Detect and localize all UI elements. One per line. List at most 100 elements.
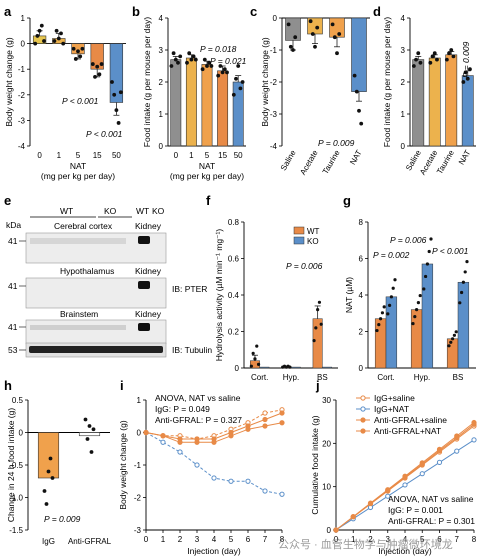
a-data-point [93,74,97,79]
j-legend-marker [360,395,366,401]
d-bar [445,54,458,147]
f-legend-swatch-wt [293,226,305,235]
f-x-tick-label: Hyp. [283,373,299,382]
blot-band-cortex-kidney [138,236,150,244]
h-annotation: P = 0.009 [44,514,81,524]
h-bar [78,432,101,437]
panel-letter-h: h [4,378,12,393]
j-legend-marker [360,406,366,412]
i-x-tick-label: 3 [195,535,200,544]
j-x-axis-label: Injection (day) [378,546,432,556]
d-data-point [449,48,454,52]
j-x-tick-label: 5 [420,535,425,544]
a-annotation: P < 0.001 [86,129,123,139]
a-y-axis-label: Body weight change (g) [4,37,14,126]
b-data-point [185,60,189,65]
g-data-point [449,340,453,344]
blot-ib-pter-label: IB: PTER [172,284,207,294]
panel-letter-g: g [343,193,351,208]
b-y-axis-label: Food intake (g per mouse per day) [142,17,152,148]
j-annotation: IgG: P = 0.001 [388,505,443,515]
a-bar [109,43,124,103]
b-data-point [216,73,221,78]
a-y-tick-label: -4 [18,142,26,151]
d-y-tick-label: 0 [401,142,406,151]
panel-letter-b: b [132,4,140,19]
f-data-point [251,351,255,355]
panel-letter-e: e [4,193,11,208]
c-y-tick-label: -1 [270,46,278,55]
f-bar-wt [312,318,323,369]
blot-marker-3: 41 [8,322,18,332]
f-data-point [288,365,292,369]
a-bar [71,43,85,55]
d-data-point [451,54,456,59]
g-data-point [463,270,467,274]
j-series-point-anti-gfral-nat [350,514,356,520]
f-x-tick-label: BS [317,373,328,382]
c-data-point [313,44,317,49]
h-data-point [83,417,88,422]
a-data-point [78,54,83,59]
h-y-axis-label: Change in 24 h food intake (g) [6,408,16,523]
a-data-point [73,57,78,61]
blot-ib-tubulin-label: IB: Tubulin [172,345,212,355]
j-series-point-anti-gfral-nat [454,435,460,441]
i-series-point-anti-gfral-nat [177,439,183,445]
g-data-point [460,290,464,295]
h-y-tick-label: -0.5 [9,461,23,470]
d-data-point [411,64,416,68]
j-annotation: Anti-GFRAL: P = 0.301 [388,516,475,526]
a-data-point [37,28,42,33]
b-data-point [207,60,212,65]
a-y-tick-label: -3 [18,116,26,125]
i-x-axis-label: Injection (day) [187,546,241,556]
blot-marker-2: 41 [8,281,18,291]
a-data-point [76,49,80,54]
b-x-axis-label-2: (mg per kg per day) [170,171,244,181]
j-x-tick-label: 3 [386,535,391,544]
i-series-point-anti-gfral-saline [262,416,268,423]
b-bar [185,57,197,147]
h-data-point [87,424,92,428]
d-bar [461,75,474,147]
a-data-point [110,80,114,84]
i-x-tick-label: 6 [246,535,251,544]
b-data-point [225,70,229,75]
j-x-tick-label: 1 [351,535,356,544]
a-data-point [56,36,61,41]
h-data-point [91,427,96,432]
b-annotation: P = 0.018 [200,44,237,54]
j-legend-label: IgG+saline [374,393,415,403]
h-data-point [48,456,53,461]
b-y-tick-label: 0 [159,142,164,151]
b-data-point [222,67,227,72]
blot-region-brainstem: Brainstem [60,309,98,319]
i-y-tick-label: -3 [134,526,142,535]
d-data-point [468,67,472,72]
c-y-tick-label: -3 [270,110,278,119]
panel-letter-c: c [250,4,257,19]
g-data-point [451,337,455,341]
g-bar-ko [457,281,470,369]
b-data-point [238,86,243,91]
j-series-point-igg-nat [402,482,408,488]
h-y-tick-label: 0 [19,429,24,438]
panel-h-chart: 0.5 0 -0.5 -1.0 -1.5 Change in 24 h food inta… [6,396,112,546]
b-x-tick-label: 0 [174,151,179,160]
i-y-tick-label: 1 [137,396,142,405]
j-legend-marker [360,428,366,434]
g-data-point [422,287,426,291]
c-data-point [335,51,339,56]
g-data-point [413,315,417,319]
g-y-tick-label: 0 [359,364,364,373]
c-y-tick-label: 0 [273,14,278,23]
h-data-point [42,489,47,493]
f-data-point [249,364,253,368]
d-data-point [430,54,435,59]
b-data-point [191,54,196,59]
c-data-point [352,73,357,78]
